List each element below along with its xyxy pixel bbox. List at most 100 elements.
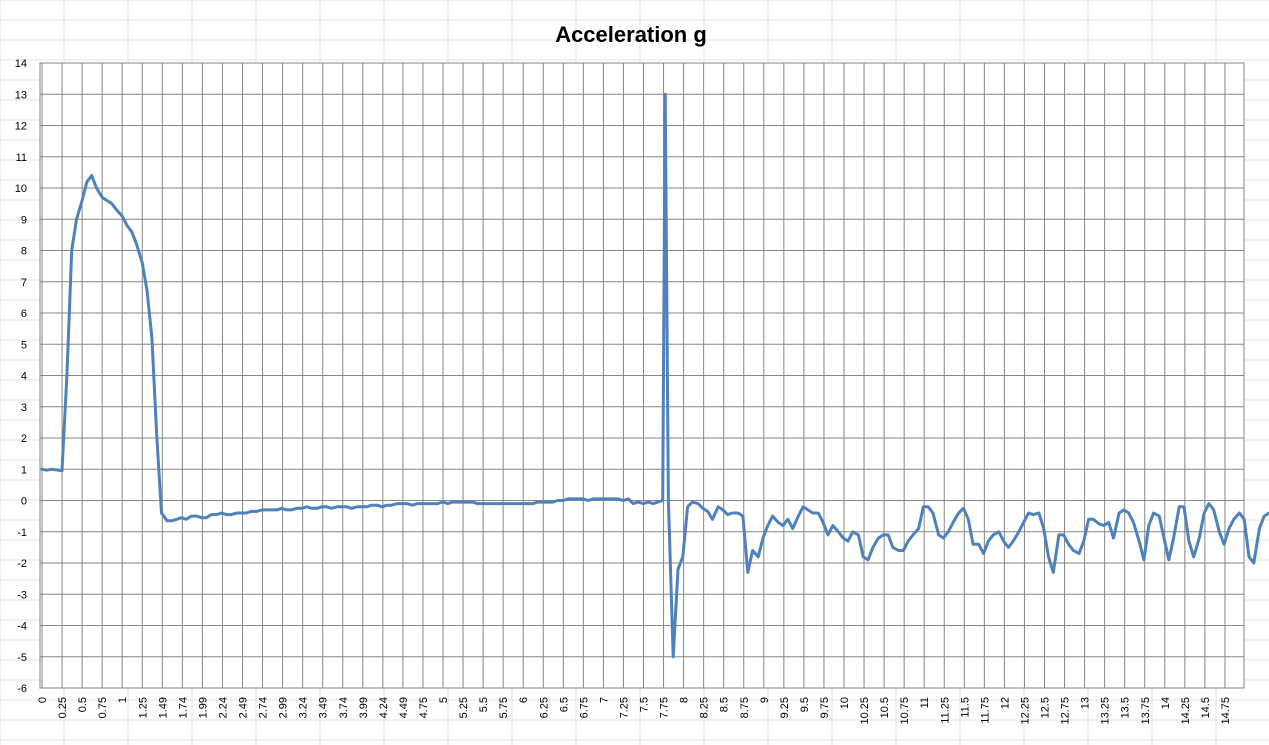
data-point	[527, 502, 529, 504]
data-point	[431, 502, 433, 504]
data-point	[872, 546, 874, 548]
x-tick-label: 13.25	[1100, 697, 1112, 725]
data-point	[366, 506, 368, 508]
data-point	[852, 531, 854, 533]
data-point	[261, 509, 263, 511]
data-point	[958, 512, 960, 514]
data-point	[86, 181, 88, 183]
data-point	[817, 512, 819, 514]
data-point	[391, 504, 393, 506]
data-point	[41, 468, 43, 470]
data-point	[301, 507, 303, 509]
data-point	[176, 518, 178, 520]
y-tick-label: 3	[21, 402, 27, 414]
data-point	[321, 506, 323, 508]
x-tick-label: 9.75	[819, 697, 831, 718]
data-point	[667, 499, 669, 501]
data-point	[476, 502, 478, 504]
data-point	[747, 571, 749, 573]
data-point	[1087, 518, 1089, 520]
data-point	[296, 507, 298, 509]
data-point	[1118, 512, 1120, 514]
data-point	[451, 501, 453, 503]
data-point	[882, 534, 884, 536]
data-point	[1038, 512, 1040, 514]
data-point	[1063, 534, 1065, 536]
data-point	[1018, 531, 1020, 533]
data-point	[1238, 512, 1240, 514]
data-point	[947, 531, 949, 533]
x-tick-label: 5.5	[478, 697, 490, 712]
data-point	[1007, 546, 1009, 548]
x-tick-label: 0.5	[77, 697, 89, 712]
x-tick-label: 12.75	[1060, 697, 1072, 725]
x-tick-label: 10	[839, 697, 851, 709]
chart-title: Acceleration g	[555, 22, 707, 47]
x-tick-label: 2.49	[238, 697, 250, 718]
data-point	[487, 502, 489, 504]
data-point	[1152, 512, 1154, 514]
data-point	[200, 517, 202, 519]
data-point	[482, 502, 484, 504]
series-line	[40, 92, 1269, 659]
data-point	[406, 502, 408, 504]
data-point	[967, 518, 969, 520]
data-point	[857, 534, 859, 536]
data-point	[617, 498, 619, 500]
data-point	[101, 196, 103, 198]
data-point	[767, 524, 769, 526]
data-point	[456, 501, 458, 503]
x-tick-label: 6	[518, 697, 530, 703]
data-point	[1103, 524, 1105, 526]
data-point	[290, 509, 292, 511]
data-point	[1032, 513, 1034, 515]
data-point	[978, 543, 980, 545]
y-tick-label: 2	[21, 433, 27, 445]
data-point	[557, 499, 559, 501]
data-point	[256, 510, 258, 512]
x-tick-label: 1.49	[157, 697, 169, 718]
data-point	[196, 515, 198, 517]
data-point	[75, 218, 77, 220]
data-point	[647, 501, 649, 503]
data-point	[1047, 556, 1049, 558]
x-tick-label: 7.5	[639, 697, 651, 712]
y-tick-label: 6	[21, 308, 27, 320]
data-point	[562, 499, 564, 501]
data-point	[512, 502, 514, 504]
data-point	[1092, 518, 1094, 520]
data-point	[1123, 509, 1125, 511]
data-point	[922, 506, 924, 508]
data-point	[401, 502, 403, 504]
data-point	[972, 543, 974, 545]
data-point	[1012, 540, 1014, 542]
data-point	[662, 499, 664, 501]
x-tick-label: 10.5	[879, 697, 891, 718]
data-point	[691, 501, 693, 503]
data-point	[1258, 527, 1260, 529]
data-point	[792, 527, 794, 529]
x-tick-label: 5	[438, 697, 450, 703]
data-point	[285, 509, 287, 511]
data-point	[316, 507, 318, 509]
data-point	[1002, 540, 1004, 542]
data-point	[160, 512, 162, 514]
x-tick-label: 2.24	[217, 697, 229, 718]
data-point	[917, 527, 919, 529]
y-tick-label: 4	[21, 371, 27, 383]
data-point	[250, 510, 252, 512]
y-tick-label: 11	[16, 152, 27, 164]
data-point	[731, 512, 733, 514]
data-point	[686, 506, 688, 508]
data-point	[536, 501, 538, 503]
plot-gridlines	[39, 62, 1245, 689]
data-point	[205, 517, 207, 519]
y-tick-label: 0	[21, 496, 27, 508]
data-point	[1172, 537, 1174, 539]
data-point	[1108, 521, 1110, 523]
data-point	[1072, 549, 1074, 551]
data-point	[727, 513, 729, 515]
x-tick-label: 11.5	[959, 697, 971, 718]
data-point	[356, 506, 358, 508]
data-point	[682, 556, 684, 558]
